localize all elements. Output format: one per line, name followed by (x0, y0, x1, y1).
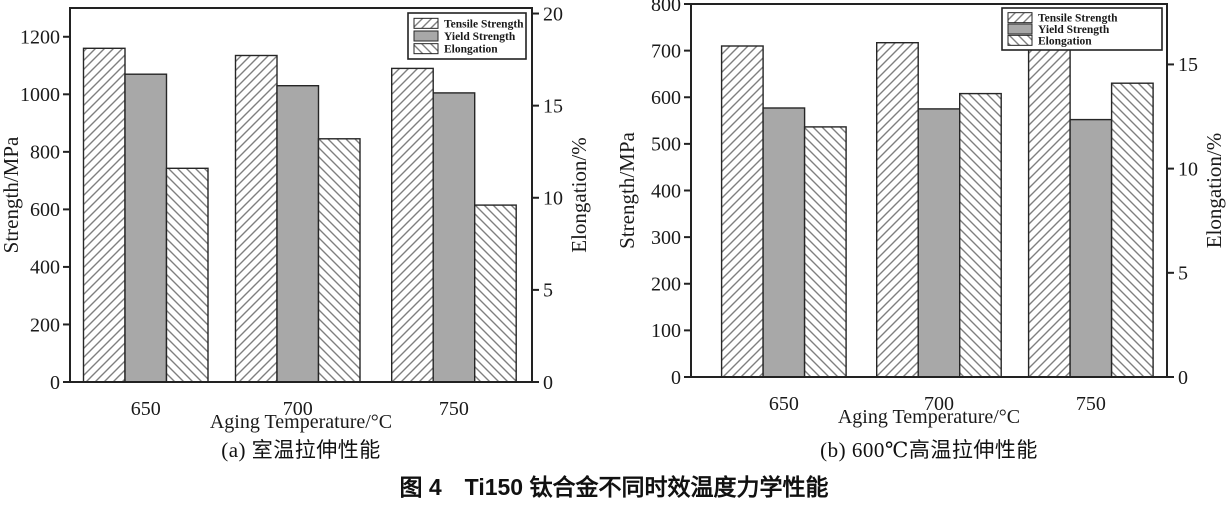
bar-b-750-yield-strength (1069, 118, 1113, 378)
left-axis-tick-label: 600 (30, 199, 60, 221)
legend-label-elongation: Elongation (1038, 35, 1092, 47)
bar-b-650-tensile-strength (720, 45, 764, 378)
left-axis-tick-label: 200 (651, 274, 681, 296)
bar-a-750-tensile-strength (391, 67, 434, 383)
x-tick-label: 750 (439, 398, 469, 420)
right-axis-tick-label: 0 (1178, 367, 1188, 389)
x-tick-label: 750 (1076, 393, 1106, 415)
right-axis-title: Elongation/% (567, 137, 591, 252)
legend-swatch-yield-strength (413, 30, 439, 42)
bar-a-700-yield-strength (276, 84, 320, 383)
right-axis-tick-label: 15 (543, 95, 563, 117)
legend-swatch-elongation (413, 43, 439, 55)
left-axis-tick-label: 600 (651, 87, 681, 109)
bar-chart-a: 650 700 750 0 200 400 600 800 1000 1200 0 5 10 15 20 St… (0, 3, 591, 433)
x-axis-title: Aging Temperature/°C (210, 411, 392, 433)
x-axis-title: Aging Temperature/°C (838, 406, 1020, 428)
bar-b-700-tensile-strength (876, 42, 919, 378)
left-axis-tick-label: 0 (50, 372, 60, 394)
bar-a-750-yield-strength (432, 92, 476, 383)
x-tick-label: 650 (131, 398, 161, 420)
bar-b-700-yield-strength (917, 108, 961, 378)
chart-panel-a: 650 700 750 0 200 400 600 800 1000 1200 0 5 10 15 20 St… (0, 0, 614, 462)
legend-label-yield-strength: Yield Strength (1038, 24, 1110, 36)
right-axis-tick-label: 15 (1178, 54, 1198, 76)
subcaption-a: (a) 室温拉伸性能 (221, 438, 381, 462)
left-axis-tick-label: 1200 (20, 27, 60, 49)
legend-label-tensile-strength: Tensile Strength (1038, 13, 1118, 25)
figure-caption: 图 4 Ti150 钛合金不同时效温度力学性能 (399, 474, 829, 500)
right-axis-title: Elongation/% (1202, 133, 1226, 248)
left-axis-tick-label: 700 (651, 40, 681, 62)
right-axis-tick-label: 0 (543, 372, 553, 394)
right-axis-tick-label: 5 (1178, 263, 1188, 285)
bar-a-650-tensile-strength (82, 47, 126, 383)
left-axis-tick-label: 100 (651, 320, 681, 342)
bar-b-650-yield-strength (762, 107, 806, 378)
legend-swatch-tensile-strength (413, 17, 439, 29)
left-axis-title: Strength/MPa (0, 136, 23, 253)
bar-a-650-elongation (165, 167, 209, 383)
left-axis-tick-label: 400 (30, 257, 60, 279)
left-axis-tick-label: 400 (651, 180, 681, 202)
bar-chart-b: 650 700 750 0 100 200 300 400 500 600 700 800 0 5 10 15… (615, 0, 1226, 428)
legend-label-yield-strength: Yield Strength (444, 31, 516, 43)
bar-b-650-elongation (803, 126, 847, 378)
legend-swatch-tensile-strength (1007, 12, 1033, 24)
subcaption-b: (b) 600℃高温拉伸性能 (820, 438, 1038, 462)
left-axis-tick-label: 800 (651, 0, 681, 16)
left-axis-tick-label: 0 (671, 367, 681, 389)
x-tick-label: 700 (924, 393, 954, 415)
bar-b-750-tensile-strength (1027, 48, 1071, 378)
bar-b-700-elongation (959, 92, 1002, 378)
x-tick-label: 700 (283, 398, 313, 420)
legend-swatch-yield-strength (1007, 23, 1033, 35)
x-tick-label: 650 (769, 393, 799, 415)
bar-a-650-yield-strength (124, 73, 168, 383)
right-axis-tick-label: 10 (1178, 158, 1198, 180)
right-axis-tick-label: 5 (543, 280, 553, 302)
left-axis-tick-label: 200 (30, 314, 60, 336)
legend-swatch-elongation (1007, 34, 1033, 46)
left-axis-tick-label: 800 (30, 142, 60, 164)
plot-frame (69, 7, 533, 383)
left-axis-tick-label: 300 (651, 227, 681, 249)
bar-a-750-elongation (474, 204, 517, 383)
legend-label-tensile-strength: Tensile Strength (444, 18, 524, 30)
legend-label-elongation: Elongation (444, 44, 498, 56)
bar-b-750-elongation (1110, 82, 1154, 378)
bar-a-700-tensile-strength (234, 54, 278, 383)
right-axis-tick-label: 10 (543, 188, 563, 210)
right-axis-tick-label: 20 (543, 3, 563, 25)
left-axis-tick-label: 1000 (20, 84, 60, 106)
chart-panel-b: 650 700 750 0 100 200 300 400 500 600 700 800 0 5 10 15… (614, 0, 1228, 462)
left-axis-tick-label: 500 (651, 134, 681, 156)
left-axis-title: Strength/MPa (615, 131, 639, 248)
bar-a-700-elongation (317, 138, 361, 383)
